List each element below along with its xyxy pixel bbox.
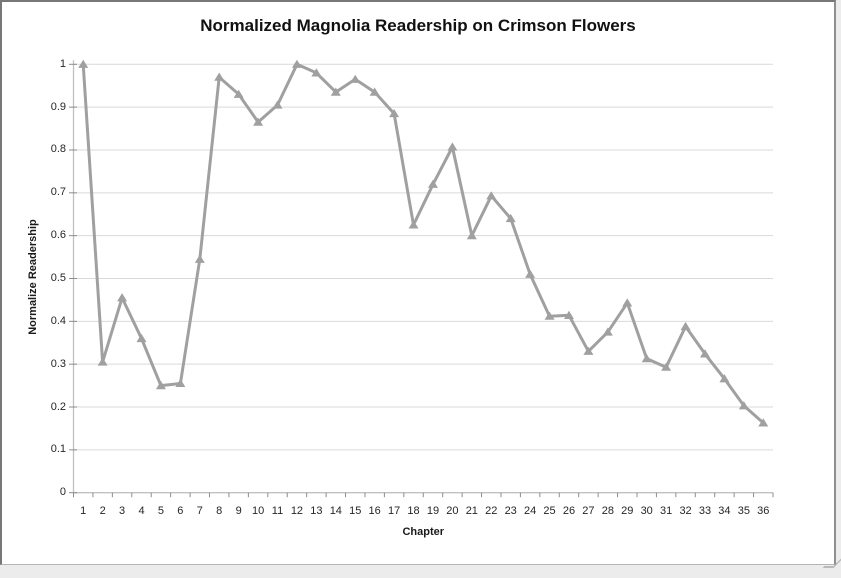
x-tick-label: 11 [271,505,284,517]
data-point-marker [97,357,108,366]
data-point-marker [525,269,536,278]
x-tick-label: 17 [387,505,401,517]
x-tick-label: 34 [718,505,731,517]
data-point-marker [389,108,400,118]
y-tick-label: 0 [59,486,66,499]
x-tick-label: 2 [99,505,106,517]
data-point-marker [719,374,730,383]
x-tick-label: 31 [660,505,673,517]
x-tick-label: 28 [601,505,614,517]
data-point-marker [622,298,633,307]
data-point-marker [466,231,477,240]
x-tick-label: 25 [543,505,556,517]
data-point-marker [369,87,380,96]
x-tick-label: 27 [582,505,595,517]
y-tick-label: 1 [59,57,66,70]
data-point-marker [194,254,205,263]
x-tick-label: 24 [523,505,537,517]
data-point-marker [427,179,438,188]
x-tick-label: 30 [640,505,653,517]
data-point-marker [136,333,147,343]
data-point-marker [408,220,419,229]
data-point-marker [350,74,361,83]
y-tick-label: 0.1 [50,443,66,456]
y-tick-label: 0.2 [50,400,66,413]
data-point-marker [253,117,264,126]
data-point-marker [699,349,710,358]
x-tick-label: 3 [119,505,126,517]
x-tick-label: 18 [407,505,420,517]
x-tick-label: 6 [177,505,184,517]
x-tick-label: 21 [465,505,478,517]
y-tick-label: 0.9 [50,100,66,113]
data-point-marker [272,100,283,109]
y-tick-label: 0.3 [50,357,66,370]
data-point-marker [641,354,652,363]
chart-title: Normalized Magnolia Readership on Crimso… [200,16,636,35]
x-tick-label: 4 [138,505,145,517]
x-tick-label: 35 [737,505,750,517]
x-tick-label: 5 [157,505,164,517]
y-tick-label: 0.6 [50,229,66,242]
data-point-marker [583,346,594,355]
data-point-marker [738,401,749,410]
y-tick-label: 0.4 [50,314,66,327]
x-tick-label: 22 [485,505,498,517]
data-point-marker [214,72,225,81]
x-tick-label: 10 [251,505,265,517]
data-point-marker [311,68,322,77]
x-tick-label: 12 [290,505,304,517]
chart-object-panel[interactable] [0,0,836,565]
y-tick-label: 0.8 [50,143,66,156]
x-tick-label: 29 [621,505,634,517]
x-tick-label: 32 [679,505,692,517]
x-tick-label: 23 [504,505,517,517]
x-tick-label: 20 [446,505,459,517]
y-tick-label: 0.7 [50,186,66,199]
data-point-marker [544,311,555,320]
data-point-marker [486,191,497,200]
x-tick-label: 33 [698,505,712,517]
x-tick-label: 14 [329,505,342,517]
data-point-marker [175,378,186,388]
x-tick-label: 26 [562,505,576,517]
data-point-marker [330,87,341,96]
y-axis-title: Normalize Readership [27,219,39,335]
x-tick-label: 1 [80,505,87,517]
data-point-marker [563,310,574,319]
data-point-marker [291,59,302,68]
data-point-marker [758,418,769,427]
x-tick-label: 15 [349,505,362,517]
data-point-marker [233,89,244,98]
x-tick-label: 36 [757,505,770,517]
data-point-marker [661,362,672,371]
data-point-marker [505,213,516,223]
data-point-marker [680,321,691,331]
data-point-marker [602,327,613,336]
x-tick-label: 7 [196,505,203,517]
data-point-marker [155,381,166,390]
x-tick-label: 19 [426,505,440,517]
x-tick-label: 8 [216,505,223,517]
y-tick-label: 0.5 [50,272,66,284]
series-line [81,62,765,425]
x-axis-title: Chapter [402,526,445,538]
data-point-marker [117,293,128,302]
x-tick-label: 9 [235,505,242,517]
data-point-marker [78,59,89,68]
x-tick-label: 13 [310,505,323,517]
data-point-marker [447,142,458,151]
x-tick-label: 16 [368,505,381,517]
